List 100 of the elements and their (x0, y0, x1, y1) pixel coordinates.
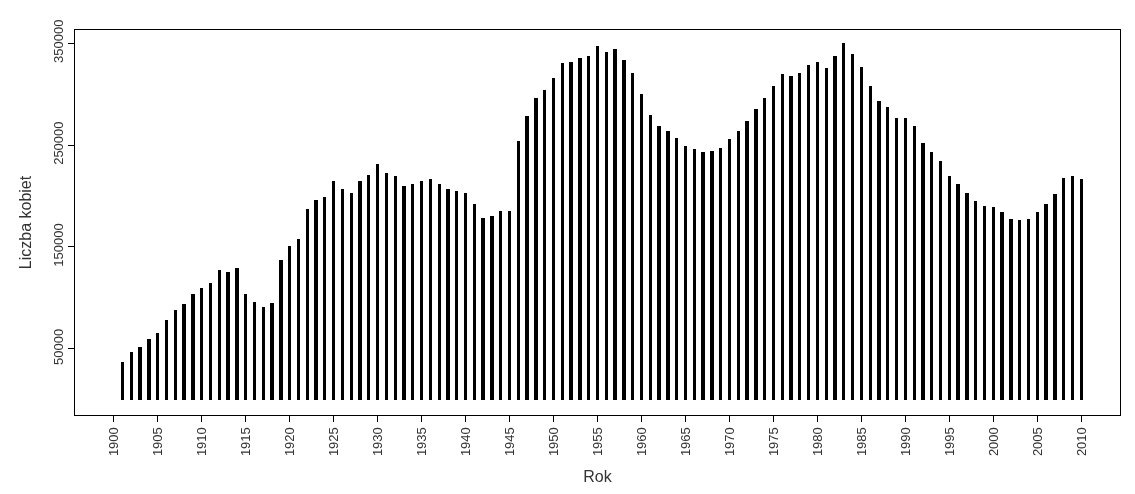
x-tick-label: 1960 (633, 427, 649, 457)
bar (191, 294, 195, 400)
bar (209, 283, 212, 400)
bar (446, 189, 450, 400)
bar (605, 52, 608, 400)
bar (816, 62, 819, 400)
bar (226, 272, 230, 400)
x-tick-label: 1965 (677, 427, 693, 457)
bar (904, 118, 907, 400)
x-tick-label: 1920 (281, 427, 297, 457)
bar (508, 211, 511, 400)
y-axis-title: Liczba kobiet (16, 175, 34, 270)
bar (314, 200, 318, 400)
bar (851, 54, 854, 400)
bar (992, 207, 995, 400)
bar (869, 86, 872, 400)
bar (1071, 176, 1074, 400)
bar (877, 101, 881, 400)
bar (596, 46, 599, 400)
bar (842, 43, 845, 400)
bar (1062, 178, 1065, 400)
bar (481, 218, 485, 400)
bar (693, 149, 696, 400)
x-tick-label: 1915 (237, 427, 253, 457)
bar (464, 193, 467, 400)
bar (948, 176, 951, 400)
bar (279, 260, 283, 400)
bar (543, 90, 546, 400)
bar (218, 270, 221, 400)
bar (719, 148, 722, 400)
x-tick-label: 1955 (589, 427, 605, 457)
x-tick-label: 1995 (941, 427, 957, 457)
bar (657, 126, 661, 400)
y-tick-label: 350000 (50, 19, 66, 63)
bar (789, 76, 793, 400)
bar (517, 141, 520, 400)
bar (763, 98, 766, 400)
bar (411, 184, 414, 400)
x-axis-title: Rok (583, 467, 613, 485)
bar (156, 333, 159, 400)
bar (569, 62, 573, 400)
bar (429, 179, 432, 400)
x-tick-label: 1980 (809, 427, 825, 457)
bar (297, 239, 300, 400)
bar (807, 65, 810, 400)
bar (376, 164, 379, 400)
bar (499, 211, 502, 400)
bar (956, 184, 960, 400)
bar (473, 204, 476, 400)
bar (701, 152, 705, 400)
bar (860, 67, 863, 400)
y-tick-label: 50000 (50, 328, 66, 365)
bar (147, 339, 151, 400)
bar (675, 138, 678, 400)
x-tick-label: 1910 (193, 427, 209, 457)
bar (332, 181, 335, 400)
bar (772, 86, 775, 400)
bar (200, 288, 203, 400)
y-tick-label: 250000 (50, 121, 66, 165)
bar (1027, 219, 1030, 400)
x-tick-label: 2010 (1073, 427, 1089, 457)
x-tick-label: 1950 (545, 427, 561, 457)
bar (438, 184, 441, 400)
x-tick-label: 1925 (325, 427, 341, 457)
bar (385, 173, 388, 400)
bar (244, 294, 247, 400)
bar (710, 151, 714, 400)
bar (895, 118, 898, 400)
bar (1080, 179, 1083, 400)
bar (983, 206, 986, 400)
bar (587, 56, 590, 400)
bar (921, 143, 925, 400)
bar (350, 193, 353, 400)
bar (130, 352, 133, 400)
bar (455, 191, 458, 400)
bar (578, 58, 582, 400)
x-tick-label: 2005 (1029, 427, 1045, 457)
bar (649, 115, 652, 400)
bar (825, 68, 828, 400)
bar (974, 201, 977, 400)
bar (490, 216, 494, 400)
bar (534, 98, 538, 400)
bar (420, 181, 423, 400)
bar (358, 181, 362, 400)
bar (930, 152, 933, 400)
bar (323, 197, 326, 400)
bar (270, 303, 274, 400)
x-tick-label: 1900 (105, 427, 121, 457)
bar (965, 193, 969, 400)
bar (121, 362, 124, 400)
bar (182, 304, 186, 400)
bar (394, 176, 397, 400)
bar (341, 189, 344, 400)
bar (631, 73, 634, 400)
bar (288, 246, 291, 400)
bar (622, 60, 626, 400)
bar (253, 302, 256, 400)
bar (138, 347, 142, 400)
bar (1009, 219, 1013, 400)
x-tick-label: 1970 (721, 427, 737, 457)
